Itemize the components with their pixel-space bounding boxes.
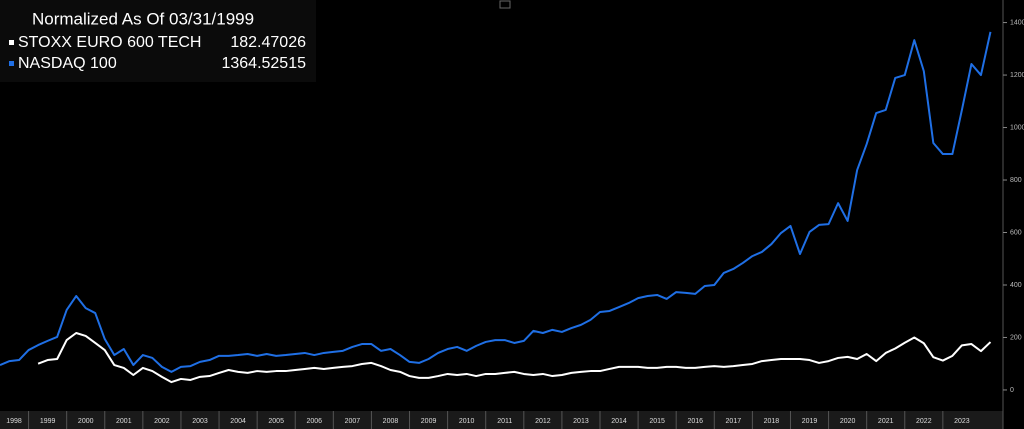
x-tick-label: 2015	[649, 418, 665, 425]
y-tick-label: 1200	[1010, 72, 1024, 79]
x-tick-label: 2014	[611, 418, 627, 425]
y-tick-label: 1000	[1010, 124, 1024, 131]
x-tick-label: 2016	[687, 418, 703, 425]
x-tick-label: 2000	[78, 418, 94, 425]
x-tick-label: 2001	[116, 418, 132, 425]
x-tick-label: 2002	[154, 418, 170, 425]
x-tick-label: 2018	[764, 418, 780, 425]
x-tick-label: 2008	[383, 418, 399, 425]
legend-box	[0, 0, 316, 82]
y-tick-label: 800	[1010, 177, 1022, 184]
legend: STOXX EURO 600 TECH 182.47026 NASDAQ 100 13…	[9, 34, 306, 72]
x-tick-label: 2010	[459, 418, 475, 425]
y-tick-label: 200	[1010, 334, 1022, 341]
x-tick-label: 2022	[916, 418, 932, 425]
x-tick-label: 1998	[6, 418, 22, 425]
series-line	[37, 332, 992, 384]
x-tick-label: 2013	[573, 418, 589, 425]
legend-marker	[9, 40, 14, 45]
y-tick-label: 400	[1010, 282, 1022, 289]
x-tick-label: 2007	[345, 418, 361, 425]
legend-value: 1364.52515	[221, 55, 306, 72]
x-tick-label: 2019	[802, 418, 818, 425]
x-tick-label: 2017	[726, 418, 742, 425]
legend-value: 182.47026	[230, 34, 306, 51]
plot: 0 200 400 600 800 1000 1200 1400 1998 1999 2000 200…	[0, 19, 1024, 429]
x-tick-label: 1999	[40, 418, 56, 425]
x-tick-label: 2006	[306, 418, 322, 425]
x-tick-label: 2003	[192, 418, 208, 425]
chart-icon[interactable]	[499, 0, 511, 9]
y-tick-label: 600	[1010, 229, 1022, 236]
legend-label: NASDAQ 100	[18, 55, 117, 72]
y-tick-label: 0	[1010, 387, 1014, 394]
y-tick-label: 1400	[1010, 19, 1024, 26]
chart-title: Normalized As Of 03/31/1999	[32, 9, 254, 28]
series-line	[0, 31, 992, 373]
x-tick-label: 2023	[954, 418, 970, 425]
x-tick-label: 2011	[497, 418, 512, 425]
x-tick-label: 2021	[878, 418, 894, 425]
legend-marker	[9, 61, 14, 66]
legend-label: STOXX EURO 600 TECH	[18, 34, 201, 51]
x-tick-label: 2009	[421, 418, 437, 425]
x-tick-label: 2012	[535, 418, 551, 425]
x-tick-label: 2020	[840, 418, 856, 425]
x-tick-label: 2004	[230, 418, 246, 425]
x-tick-label: 2005	[268, 418, 284, 425]
